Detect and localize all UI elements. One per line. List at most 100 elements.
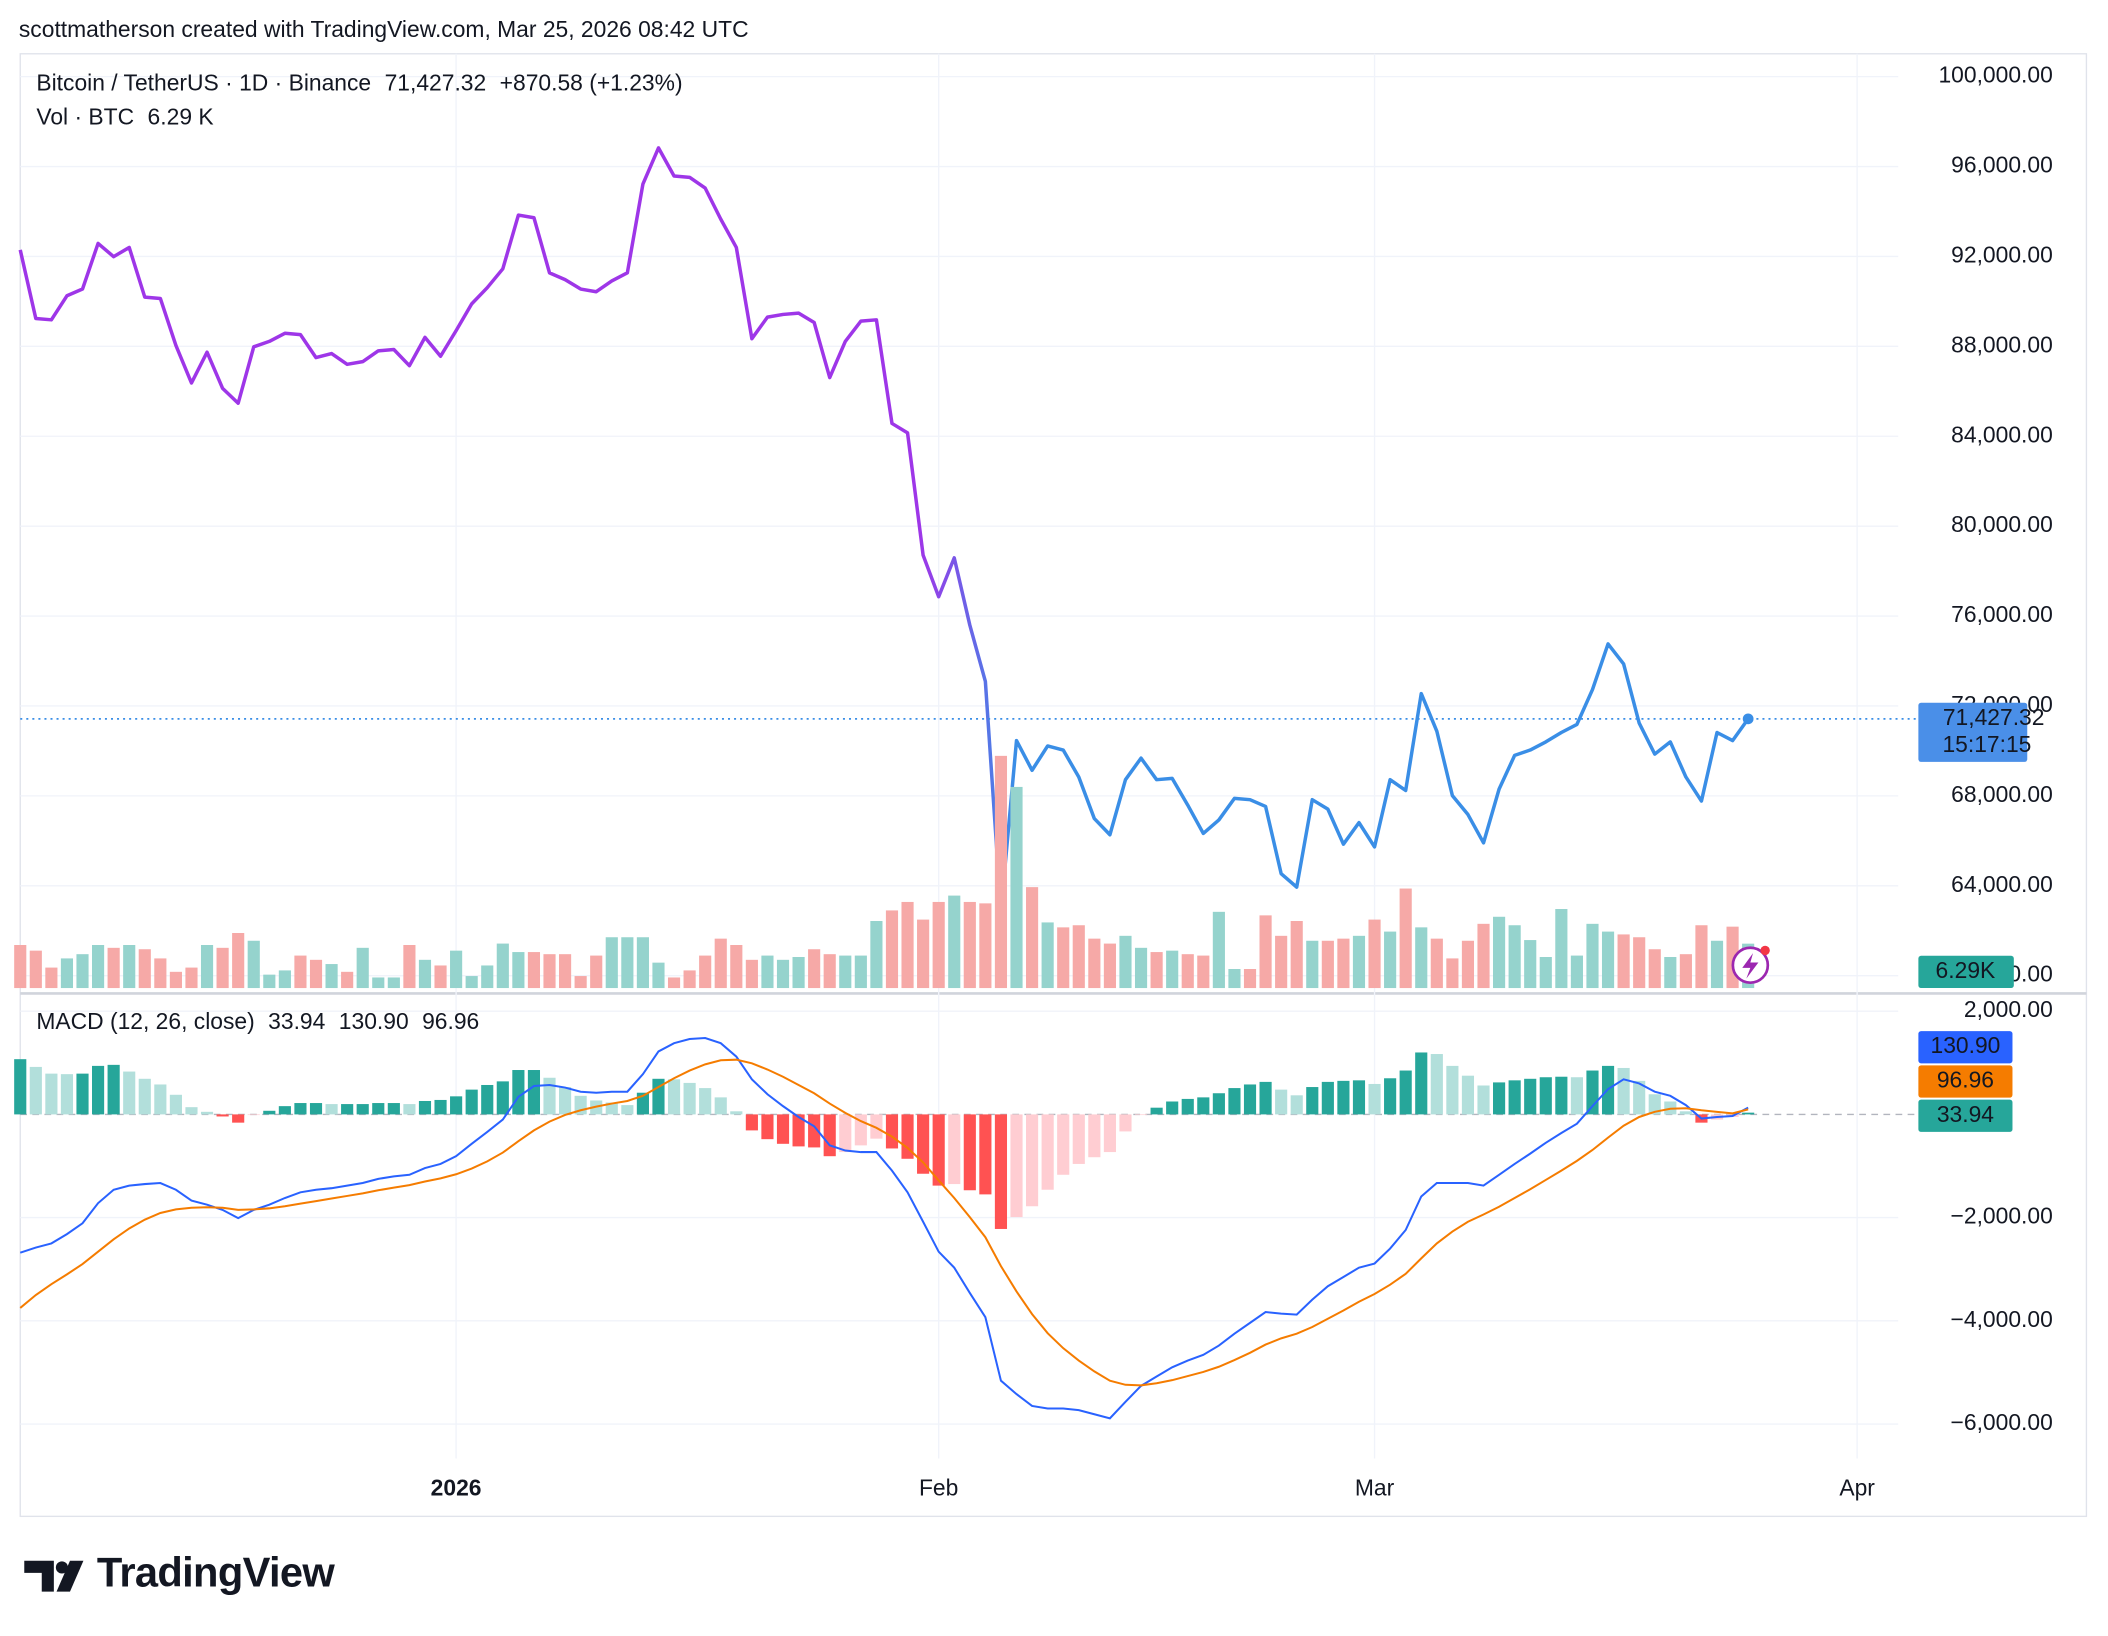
volume-bar [808, 949, 821, 989]
histogram-bar [434, 1099, 447, 1115]
volume-bar [1601, 931, 1615, 989]
volume-bar [776, 959, 790, 989]
volume-bar [1026, 887, 1039, 989]
histogram-bar [605, 1102, 618, 1115]
volume-bar [481, 965, 494, 989]
volume-bar [574, 976, 587, 989]
histogram-bar [107, 1064, 120, 1115]
legend-value: 33.94 [268, 1008, 325, 1034]
volume-bar [543, 954, 556, 989]
histogram-bar [745, 1114, 758, 1131]
volume-bar [1415, 927, 1428, 989]
volume-bar [496, 943, 509, 989]
volume-bar [1119, 935, 1132, 989]
volume-bar [1617, 934, 1630, 989]
volume-bar [1228, 968, 1241, 989]
histogram-bar [963, 1114, 976, 1191]
y-tick-label: 92,000.00 [1951, 241, 2053, 267]
volume-bar [1166, 950, 1179, 989]
histogram-bar [1617, 1067, 1630, 1115]
histogram-bar [699, 1088, 712, 1115]
histogram-bar [232, 1114, 245, 1123]
volume-bar [730, 945, 743, 989]
brand-logo [24, 1560, 84, 1592]
brand-name: TradingView [97, 1549, 335, 1596]
histogram-bar [917, 1114, 930, 1174]
legend-change: +870.58 (+1.23%) [500, 70, 683, 96]
volume-bar [714, 938, 727, 989]
volume-bar [1134, 947, 1148, 989]
volume-bar [309, 959, 323, 989]
y-tick-label: 88,000.00 [1951, 331, 2053, 357]
histogram-bar [1461, 1075, 1475, 1115]
histogram-bar [792, 1114, 805, 1147]
histogram-bar [1384, 1078, 1397, 1115]
volume-bar [403, 945, 416, 989]
histogram-bar [1586, 1070, 1599, 1115]
volume-bar [418, 959, 432, 989]
volume-bar [1057, 927, 1070, 989]
macd-badge [1918, 1099, 2013, 1132]
volume-bar [1477, 923, 1490, 989]
histogram-bar [29, 1066, 42, 1115]
volume-bar [590, 955, 603, 989]
histogram-bar [263, 1110, 276, 1115]
macd-badge-label: 96.96 [1937, 1067, 1994, 1093]
volume-bar [60, 958, 74, 989]
overlay: 2026FebMarApr60,000.0064,000.0068,000.00… [20, 62, 2053, 1501]
histogram-bar [76, 1073, 89, 1115]
histogram-bar [185, 1107, 198, 1115]
volume-bar [979, 903, 992, 989]
legend-last-price: 71,427.32 [385, 70, 487, 96]
histogram-bar [1166, 1101, 1179, 1115]
histogram-bar [1430, 1054, 1443, 1115]
histogram-bar [247, 1114, 260, 1116]
volume-bar [465, 976, 478, 989]
price-line [18, 146, 1750, 914]
volume-bar [216, 947, 229, 989]
histogram-bar [1259, 1081, 1272, 1115]
histogram-bar [870, 1114, 883, 1139]
histogram-bar [979, 1114, 992, 1195]
volume-bar [1321, 940, 1334, 989]
volume-bar [1648, 949, 1661, 989]
volume-bar [14, 945, 27, 989]
macd-line [19, 1037, 1749, 1420]
histogram-bar [200, 1111, 214, 1115]
volume-bar [745, 959, 758, 989]
histogram-bar [730, 1111, 743, 1115]
volume-bar [387, 977, 400, 989]
histogram-bar [1321, 1081, 1334, 1115]
histogram-bar [839, 1114, 852, 1153]
histogram-bar [1648, 1094, 1661, 1115]
volume-bar [527, 952, 541, 989]
volume-badge-label: 6.29K [1936, 957, 1996, 983]
volume-bar [1181, 954, 1194, 989]
y-tick-label: 80,000.00 [1951, 511, 2053, 537]
histogram-bar [1057, 1114, 1070, 1175]
x-tick-label: Apr [1839, 1475, 1875, 1501]
histogram-bar [1555, 1076, 1568, 1115]
volume-bar [901, 901, 914, 989]
legend-title: Bitcoin / TetherUS · 1D · Binance [36, 70, 371, 96]
volume-bar [1368, 919, 1381, 989]
volume-bar [1212, 911, 1225, 989]
y-tick-label: 84,000.00 [1951, 421, 2053, 447]
flash-icon [1731, 945, 1770, 985]
histogram-bar [169, 1094, 182, 1115]
legend-value: 130.90 [339, 1008, 409, 1034]
y-tick-label: 100,000.00 [1938, 62, 2052, 88]
histogram-bar [481, 1084, 494, 1115]
volume-bar [434, 965, 447, 989]
volume-bar [450, 950, 463, 989]
volume-bar [1243, 968, 1257, 989]
volume-bar [1088, 938, 1101, 989]
histogram-bar [1415, 1052, 1428, 1115]
histogram-bar [403, 1104, 416, 1115]
volume-bar [372, 977, 385, 989]
volume-bar [621, 937, 634, 989]
y-tick-label: −6,000.00 [1951, 1409, 2053, 1435]
legend-value: 96.96 [422, 1008, 479, 1034]
